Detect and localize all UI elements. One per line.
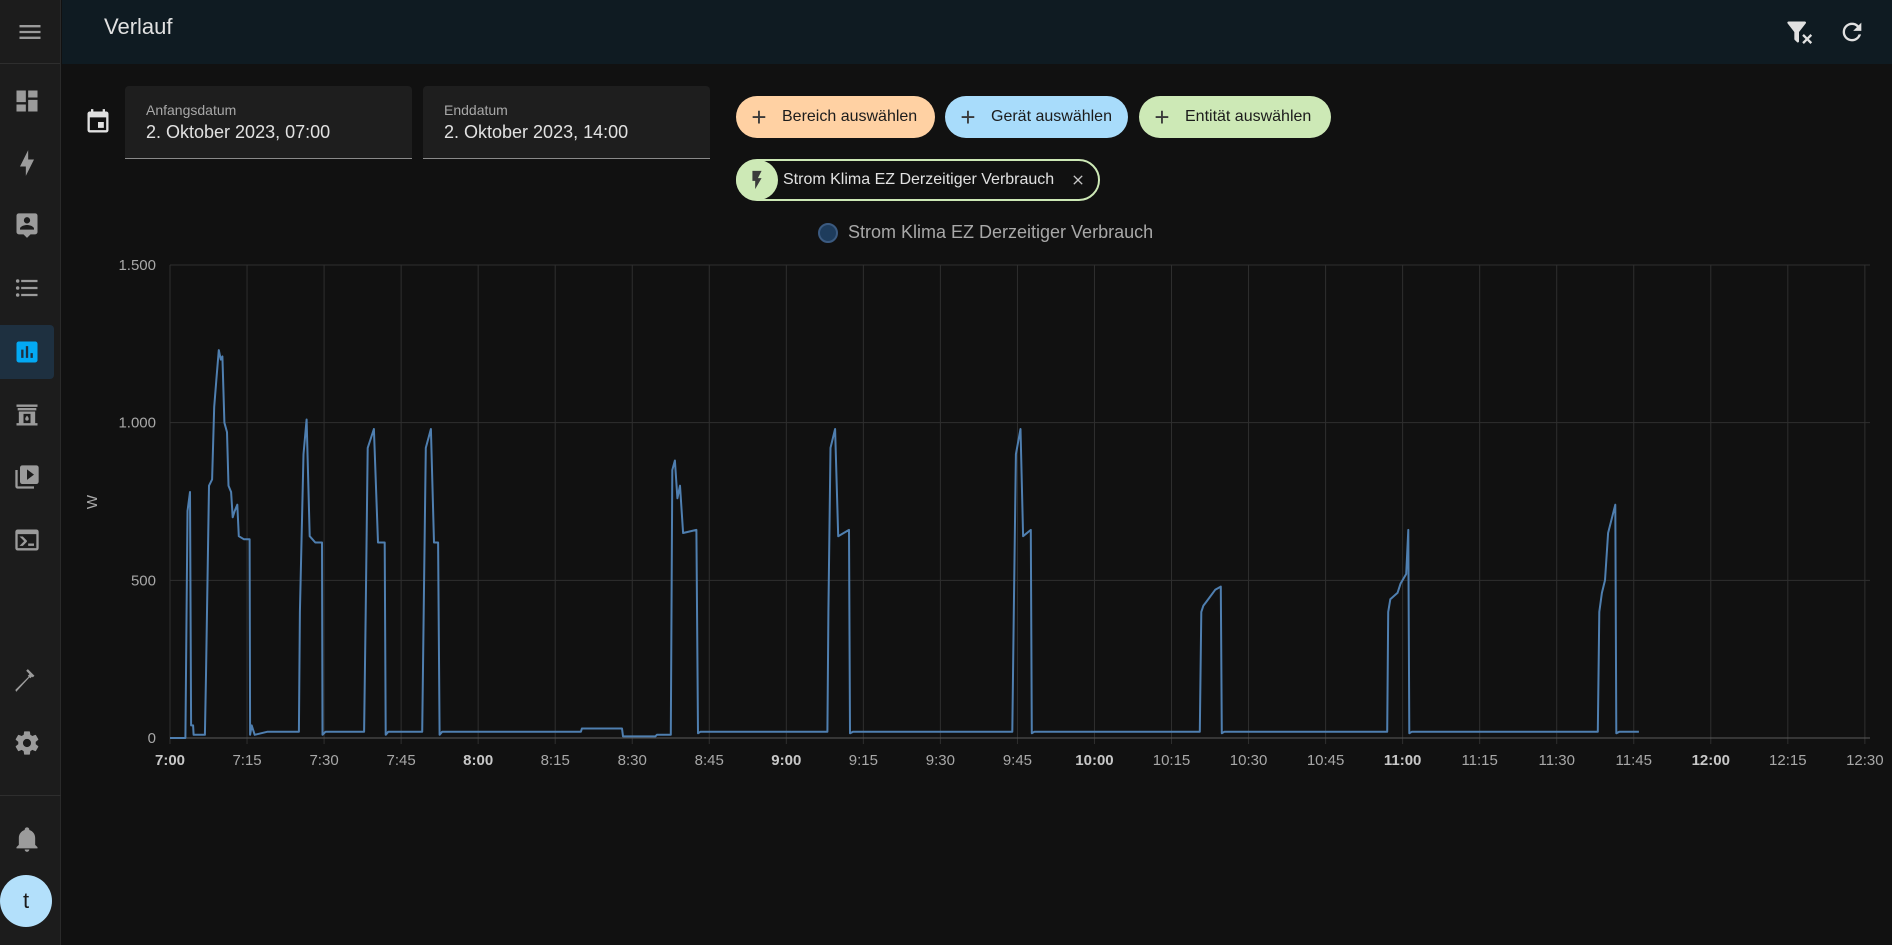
x-tick-label: 12:15 — [1769, 752, 1807, 769]
x-tick-label: 11:15 — [1461, 752, 1497, 769]
entity-picker-label: Entität auswählen — [1185, 108, 1312, 125]
flash-icon — [736, 160, 778, 200]
x-tick-label: 10:00 — [1075, 752, 1113, 769]
plus-icon: + — [751, 102, 767, 132]
chart-legend[interactable]: Strom Klima EZ Derzeitiger Verbrauch — [818, 222, 1153, 243]
map-icon — [16, 213, 38, 238]
x-tick-label: 8:45 — [695, 752, 724, 769]
x-tick-label: 12:30 — [1846, 752, 1884, 769]
x-tick-label: 10:15 — [1153, 752, 1191, 769]
plus-icon: + — [1154, 102, 1170, 132]
refresh-icon — [1842, 22, 1862, 42]
history-chart[interactable]: 0 500 1.000 1.500 7:00 7:15 7:30 7:45 8:00 8:15 8:… — [62, 240, 1892, 780]
terminal-icon — [15, 529, 39, 551]
sidebar-item-hacs[interactable] — [0, 388, 54, 442]
sidebar-item-dashboard[interactable] — [0, 74, 54, 128]
x-tick-label: 12:00 — [1692, 752, 1730, 769]
x-tick-label: 9:00 — [771, 752, 801, 769]
x-tick-label: 9:15 — [849, 752, 878, 769]
sidebar: t — [0, 0, 61, 945]
sidebar-item-energy[interactable] — [0, 136, 54, 190]
close-icon — [1073, 175, 1083, 185]
x-tick-label: 10:30 — [1230, 752, 1268, 769]
end-date-field[interactable]: Enddatum 2. Oktober 2023, 14:00 — [423, 86, 710, 159]
device-picker-label: Gerät auswählen — [991, 108, 1112, 125]
sidebar-item-terminal[interactable] — [0, 513, 54, 567]
sidebar-item-notifications[interactable] — [0, 812, 54, 866]
history-icon — [16, 341, 38, 363]
legend-marker — [818, 222, 838, 243]
x-tick-label: 11:45 — [1616, 752, 1652, 769]
top-app-bar: Verlauf — [62, 0, 1892, 64]
menu-icon — [19, 24, 41, 39]
remove-entity-button[interactable] — [1068, 170, 1088, 190]
clear-filter-button[interactable] — [1779, 12, 1819, 52]
settings-icon — [15, 731, 39, 755]
area-picker-label: Bereich auswählen — [782, 108, 918, 125]
refresh-button[interactable] — [1832, 12, 1872, 52]
media-icon — [15, 465, 39, 489]
x-tick-label: 7:15 — [232, 752, 261, 769]
sidebar-item-developer-tools[interactable] — [0, 654, 54, 708]
y-tick-label: 1.000 — [118, 415, 156, 432]
x-tick-label: 9:30 — [926, 752, 955, 769]
dashboard-icon — [16, 90, 38, 112]
developer-tools-icon — [15, 669, 35, 692]
sidebar-divider — [0, 795, 61, 796]
sidebar-item-media[interactable] — [0, 450, 54, 504]
hacs-icon — [16, 404, 38, 426]
entity-picker-chip[interactable]: + Entität auswählen — [1139, 96, 1331, 138]
avatar[interactable]: t — [0, 875, 52, 927]
start-date-value: 2. Oktober 2023, 07:00 — [146, 122, 331, 142]
series-line — [170, 349, 1639, 739]
start-date-field[interactable]: Anfangsdatum 2. Oktober 2023, 07:00 — [125, 86, 412, 159]
plus-icon: + — [960, 102, 976, 132]
end-date-value: 2. Oktober 2023, 14:00 — [444, 122, 629, 142]
y-tick-label: 500 — [131, 572, 156, 589]
notifications-icon — [16, 827, 38, 852]
sidebar-item-settings[interactable] — [0, 716, 54, 770]
device-picker-chip[interactable]: + Gerät auswählen — [945, 96, 1128, 138]
sidebar-item-map[interactable] — [0, 198, 54, 252]
selected-entity-label: Strom Klima EZ Derzeitiger Verbrauch — [783, 171, 1055, 188]
x-tick-label: 7:00 — [155, 752, 185, 769]
menu-button[interactable] — [0, 0, 60, 64]
x-tick-label: 11:30 — [1538, 752, 1574, 769]
y-tick-label: 0 — [148, 730, 156, 747]
x-tick-label: 8:00 — [463, 752, 493, 769]
filter-remove-icon — [1787, 21, 1813, 44]
x-tick-label: 9:45 — [1003, 752, 1032, 769]
sidebar-item-logbook[interactable] — [0, 261, 54, 315]
x-tick-label: 11:00 — [1384, 752, 1422, 769]
y-axis-label: W — [84, 494, 101, 509]
x-tick-label: 10:45 — [1307, 752, 1345, 769]
sidebar-item-history[interactable] — [0, 325, 54, 379]
legend-label: Strom Klima EZ Derzeitiger Verbrauch — [848, 222, 1154, 242]
start-date-label: Anfangsdatum — [146, 102, 237, 118]
calendar-icon[interactable] — [84, 108, 112, 136]
x-tick-label: 7:45 — [387, 752, 416, 769]
x-tick-label: 8:15 — [541, 752, 570, 769]
x-tick-label: 7:30 — [309, 752, 338, 769]
end-date-label: Enddatum — [444, 102, 508, 118]
selected-entity-chip[interactable]: Strom Klima EZ Derzeitiger Verbrauch — [736, 159, 1100, 201]
energy-icon — [20, 150, 34, 176]
y-tick-label: 1.500 — [118, 257, 156, 274]
x-tick-label: 8:30 — [618, 752, 647, 769]
page-title: Verlauf — [104, 14, 173, 39]
logbook-icon — [15, 279, 38, 297]
area-picker-chip[interactable]: + Bereich auswählen — [736, 96, 935, 138]
